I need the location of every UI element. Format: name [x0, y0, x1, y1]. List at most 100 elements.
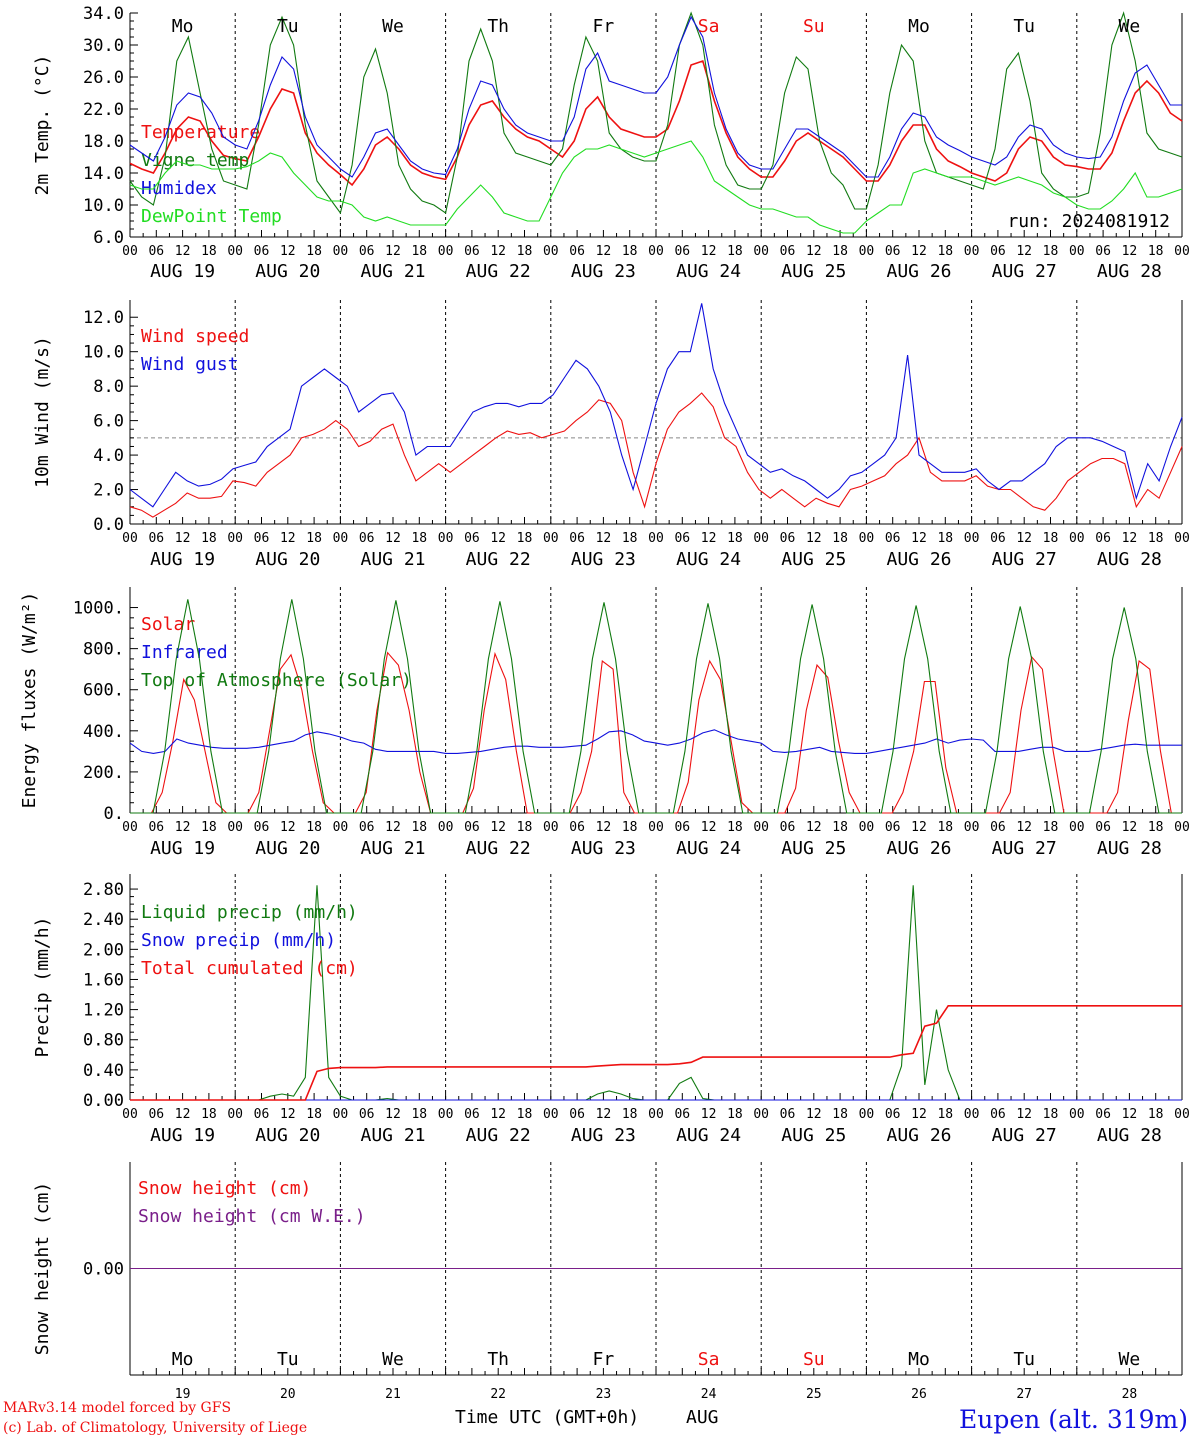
hour-tick-label: 00	[543, 244, 559, 259]
day-number-label: 25	[806, 1387, 822, 1402]
hour-tick-label: 12	[701, 1107, 717, 1122]
hour-tick-label: 00	[543, 1107, 559, 1122]
day-number-label: 23	[596, 1387, 612, 1402]
date-label: AUG 21	[360, 1125, 425, 1146]
hour-tick-label: 06	[359, 244, 375, 259]
hour-tick-label: 12	[490, 1107, 506, 1122]
hour-tick-label: 18	[832, 1107, 848, 1122]
hour-tick-label: 00	[1174, 1107, 1190, 1122]
hour-tick-label: 12	[1016, 531, 1032, 546]
weekday-label: Mo	[172, 16, 194, 37]
weekday-label: Mo	[908, 1349, 930, 1370]
y-axis-label: Precip (mm/h)	[32, 917, 53, 1058]
hour-tick-label: 06	[885, 820, 901, 835]
hour-tick-label: 18	[937, 820, 953, 835]
hour-tick-label: 12	[1122, 531, 1138, 546]
y-tick-label: 10.0	[83, 343, 124, 363]
day-number-label: 19	[175, 1387, 191, 1402]
hour-tick-label: 12	[385, 531, 401, 546]
hour-tick-label: 12	[385, 820, 401, 835]
weekday-label: Su	[803, 1349, 825, 1370]
day-number-label: 20	[280, 1387, 296, 1402]
y-tick-label: 800.	[83, 640, 124, 660]
hour-tick-label: 12	[280, 244, 296, 259]
hour-tick-label: 00	[859, 531, 875, 546]
hour-tick-label: 06	[464, 1107, 480, 1122]
series-line-humidex	[129, 15, 1182, 178]
hour-tick-label: 00	[964, 244, 980, 259]
hour-tick-label: 06	[148, 531, 164, 546]
day-number-label: 26	[911, 1387, 927, 1402]
hour-tick-label: 06	[674, 1107, 690, 1122]
hour-tick-label: 00	[753, 531, 769, 546]
hour-tick-label: 00	[753, 1107, 769, 1122]
hour-tick-label: 06	[990, 244, 1006, 259]
y-tick-label: 10.0	[83, 196, 124, 216]
date-label: AUG 20	[255, 1125, 320, 1146]
hour-tick-label: 06	[464, 531, 480, 546]
date-label: AUG 20	[255, 261, 320, 282]
y-axis-label: Energy fluxes (W/m²)	[19, 592, 40, 809]
date-label: AUG 25	[781, 838, 846, 859]
weekday-label: Mo	[172, 1349, 194, 1370]
model-credit: MARv3.14 model forced by GFS	[3, 1400, 231, 1416]
hour-tick-label: 18	[622, 531, 638, 546]
hour-tick-label: 06	[990, 1107, 1006, 1122]
date-label: AUG 26	[886, 549, 951, 570]
hour-tick-label: 00	[333, 244, 349, 259]
hour-tick-label: 06	[885, 1107, 901, 1122]
hour-tick-label: 12	[911, 244, 927, 259]
hour-tick-label: 12	[1122, 244, 1138, 259]
hour-tick-label: 18	[517, 820, 533, 835]
y-tick-label: 12.0	[83, 308, 124, 328]
legend-entry: Snow height (cm W.E.)	[138, 1206, 366, 1227]
hour-tick-label: 00	[227, 820, 243, 835]
hour-tick-label: 00	[964, 531, 980, 546]
hour-tick-label: 00	[122, 820, 138, 835]
hour-tick-label: 18	[517, 1107, 533, 1122]
hour-tick-label: 12	[1016, 1107, 1032, 1122]
hour-tick-label: 12	[385, 244, 401, 259]
hour-tick-label: 00	[543, 531, 559, 546]
legend-entry: Snow height (cm)	[138, 1178, 311, 1199]
legend-entry: Wind speed	[141, 326, 249, 347]
date-label: AUG 22	[466, 261, 531, 282]
date-label: AUG 28	[1097, 1125, 1162, 1146]
hour-tick-label: 18	[411, 531, 427, 546]
hour-tick-label: 12	[701, 820, 717, 835]
date-label: AUG 28	[1097, 261, 1162, 282]
hour-tick-label: 00	[1069, 820, 1085, 835]
hour-tick-label: 06	[359, 1107, 375, 1122]
y-tick-label: 0.80	[83, 1031, 124, 1051]
hour-tick-label: 18	[201, 820, 217, 835]
hour-tick-label: 12	[701, 531, 717, 546]
hour-tick-label: 06	[359, 531, 375, 546]
hour-tick-label: 12	[280, 531, 296, 546]
date-label: AUG 25	[781, 549, 846, 570]
weekday-label: Tu	[277, 16, 299, 37]
date-label: AUG 28	[1097, 838, 1162, 859]
hour-tick-label: 00	[438, 1107, 454, 1122]
hour-tick-label: 00	[543, 820, 559, 835]
hour-tick-label: 18	[832, 820, 848, 835]
date-label: AUG 22	[466, 838, 531, 859]
hour-tick-label: 12	[175, 531, 191, 546]
hour-tick-label: 18	[306, 244, 322, 259]
date-label: AUG 21	[360, 549, 425, 570]
date-label: AUG 23	[571, 838, 636, 859]
hour-tick-label: 00	[1069, 531, 1085, 546]
y-axis-label: 10m Wind (m/s)	[32, 336, 53, 488]
hour-tick-label: 00	[438, 244, 454, 259]
day-number-label: 24	[701, 1387, 717, 1402]
legend-entry: Top of Atmosphere (Solar)	[141, 670, 412, 691]
legend-entry: Total cumulated (cm)	[141, 958, 358, 979]
hour-tick-label: 06	[1095, 1107, 1111, 1122]
hour-tick-label: 00	[333, 1107, 349, 1122]
hour-tick-label: 00	[1174, 531, 1190, 546]
hour-tick-label: 06	[1095, 244, 1111, 259]
hour-tick-label: 00	[333, 531, 349, 546]
date-label: AUG 24	[676, 261, 741, 282]
panel-precip: 0.00 0.40 0.80 1.20 1.60 2.00 2.40 2.80 Precip (…	[32, 874, 1190, 1146]
station-label: Eupen (alt. 319m)	[959, 1405, 1188, 1434]
